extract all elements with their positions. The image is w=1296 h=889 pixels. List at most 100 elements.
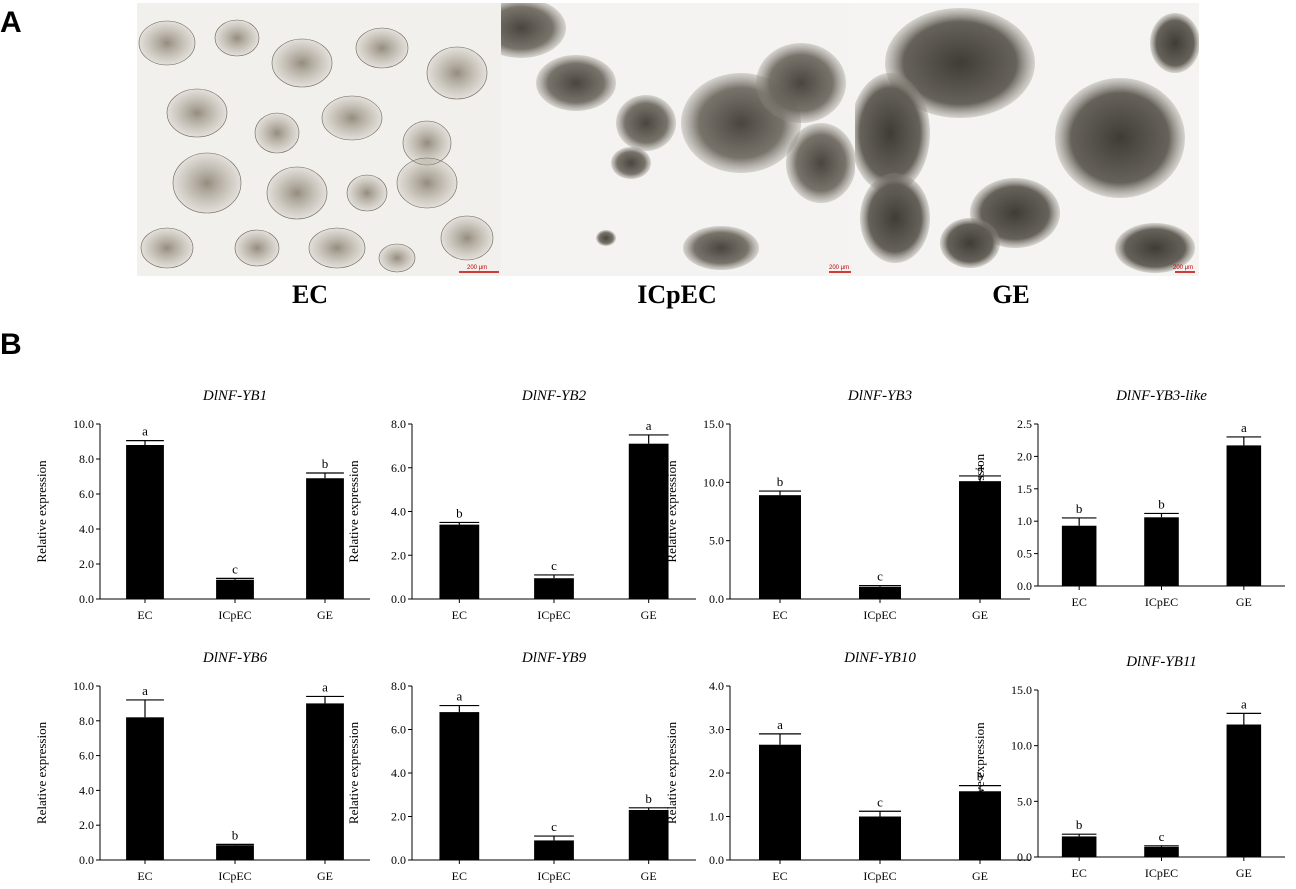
x-tick-label: ICpEC [537, 608, 570, 622]
x-tick-label: EC [452, 608, 467, 622]
bar [959, 791, 1001, 860]
significance-letter: a [142, 683, 148, 698]
significance-letter: b [1076, 817, 1083, 832]
y-tick-label: 0.0 [1017, 579, 1032, 593]
y-tick-label: 10.0 [1011, 739, 1032, 753]
y-axis-label: Relative expression [664, 460, 679, 563]
x-tick-label: GE [972, 608, 988, 622]
significance-letter: a [142, 424, 148, 439]
significance-letter: b [232, 827, 239, 842]
y-tick-label: 15.0 [1011, 683, 1032, 697]
bar [1144, 517, 1179, 586]
y-tick-label: 2.0 [709, 766, 724, 780]
panel-b-letter: B [0, 328, 22, 361]
chart-title: DlNF-YB2 [521, 388, 587, 404]
y-tick-label: 0.0 [1017, 850, 1032, 864]
bar [216, 845, 254, 860]
y-tick-label: 2.5 [1017, 417, 1032, 431]
icpec-photo-label: ICpEC [637, 280, 717, 309]
bar [759, 744, 801, 860]
significance-letter: a [456, 689, 462, 704]
y-axis-label: Relative expression [34, 460, 49, 563]
y-tick-label: 4.0 [79, 522, 94, 536]
significance-letter: c [551, 558, 557, 573]
x-tick-label: GE [1236, 595, 1252, 609]
y-tick-label: 2.0 [1017, 449, 1032, 463]
y-axis-label: Relative expression [34, 721, 49, 824]
y-tick-label: 6.0 [79, 749, 94, 763]
significance-letter: c [232, 561, 238, 576]
x-tick-label: EC [137, 608, 152, 622]
significance-letter: b [777, 474, 784, 489]
bar [959, 481, 1001, 599]
y-axis-label: Relative expression [346, 721, 361, 824]
ge-micrograph: 200 μm [855, 3, 1199, 276]
significance-letter: b [1076, 501, 1083, 516]
significance-letter: a [977, 459, 983, 474]
bar [859, 816, 901, 860]
y-tick-label: 10.0 [73, 417, 94, 431]
y-axis-label: Relative expression [972, 453, 987, 556]
ec-photo-label: EC [291, 280, 329, 309]
y-tick-label: 15.0 [703, 417, 724, 431]
bar [1061, 836, 1097, 857]
y-tick-label: 0.0 [709, 592, 724, 606]
y-tick-label: 0.0 [391, 592, 406, 606]
y-tick-label: 2.0 [391, 810, 406, 824]
y-axis-label: Relative expression [346, 460, 361, 563]
y-tick-label: 2.0 [79, 557, 94, 571]
icpec-scale-bar-label: 200 μm [829, 265, 849, 271]
bar [859, 586, 901, 599]
significance-letter: a [777, 717, 783, 732]
y-tick-label: 3.0 [709, 723, 724, 737]
chart-title: DlNF-YB6 [202, 650, 268, 666]
x-tick-label: ICpEC [537, 869, 570, 883]
ec-scale-bar-label: 200 μm [467, 265, 487, 271]
bar [216, 579, 254, 599]
y-tick-label: 0.5 [1017, 547, 1032, 561]
bar [126, 445, 164, 599]
chart-title: DlNF-YB3-like [1115, 388, 1207, 404]
y-tick-label: 0.0 [79, 853, 94, 867]
significance-letter: c [877, 569, 883, 584]
bar [628, 443, 669, 599]
x-tick-label: GE [641, 869, 657, 883]
y-tick-label: 2.0 [391, 548, 406, 562]
bar [306, 703, 344, 860]
y-tick-label: 6.0 [79, 487, 94, 501]
y-tick-label: 5.0 [709, 534, 724, 548]
chart-title: DlNF-YB1 [202, 388, 267, 404]
y-tick-label: 1.0 [709, 810, 724, 824]
y-tick-label: 4.0 [391, 505, 406, 519]
significance-letter: b [645, 791, 652, 806]
y-axis-label: Relative expression [664, 721, 679, 824]
significance-letter: a [1241, 420, 1247, 435]
ge-scale-bar-label: 200 μm [1173, 265, 1193, 271]
chart-title: DlNF-YB3 [847, 388, 912, 404]
y-axis-label: Relative expression [972, 722, 987, 825]
chart-title: DlNF-YB10 [843, 650, 916, 666]
bar [534, 578, 574, 599]
x-tick-label: ICpEC [218, 608, 251, 622]
y-tick-label: 6.0 [391, 461, 406, 475]
bar [759, 495, 801, 599]
y-tick-label: 8.0 [79, 452, 94, 466]
significance-letter: c [877, 794, 883, 809]
significance-letter: c [551, 819, 557, 834]
x-tick-label: EC [452, 869, 467, 883]
y-tick-label: 1.0 [1017, 514, 1032, 528]
bar [534, 840, 574, 860]
bar [1061, 525, 1097, 586]
y-tick-label: 8.0 [79, 714, 94, 728]
bar [126, 717, 164, 860]
bar [439, 712, 480, 860]
y-tick-label: 6.0 [391, 723, 406, 737]
y-tick-label: 10.0 [703, 475, 724, 489]
x-tick-label: ICpEC [863, 608, 896, 622]
x-tick-label: GE [972, 869, 988, 883]
x-tick-label: ICpEC [863, 869, 896, 883]
icpec-micrograph: 200 μm [501, 3, 855, 276]
x-tick-label: EC [1071, 866, 1086, 880]
y-tick-label: 2.0 [79, 818, 94, 832]
